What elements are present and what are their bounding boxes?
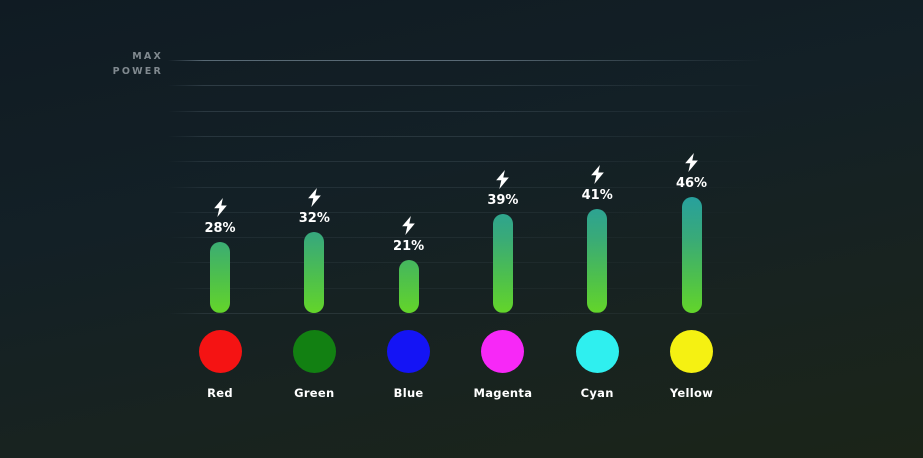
power-bar-cyan bbox=[587, 209, 608, 313]
bar-column-magenta: 39% bbox=[456, 170, 550, 313]
gridline bbox=[168, 110, 764, 112]
color-swatch-cyan[interactable] bbox=[575, 330, 619, 373]
lightning-bolt-icon bbox=[495, 170, 510, 190]
power-bar-magenta bbox=[492, 214, 513, 313]
bar-column-red: 28% bbox=[173, 198, 267, 313]
value-label: 46% bbox=[675, 175, 708, 191]
category-label: Yellow bbox=[669, 386, 714, 400]
gridline bbox=[168, 85, 764, 87]
category-label: Green bbox=[294, 386, 335, 400]
bar-column-cyan: 41% bbox=[550, 165, 644, 313]
value-label: 32% bbox=[298, 211, 330, 226]
bar-column-green: 32% bbox=[267, 188, 361, 313]
max-power-axis-label-line1: MAX bbox=[132, 51, 163, 62]
power-bar-red bbox=[210, 242, 230, 313]
bar-column-yellow: 46% bbox=[645, 152, 739, 313]
category-label: Magenta bbox=[473, 386, 533, 400]
color-swatch-red[interactable] bbox=[198, 330, 242, 373]
lightning-bolt-icon bbox=[684, 152, 699, 172]
max-power-axis-label: MAX POWER bbox=[113, 49, 163, 79]
color-swatch-green[interactable] bbox=[292, 330, 336, 373]
power-bar-green bbox=[304, 232, 325, 313]
color-swatch-yellow[interactable] bbox=[670, 330, 713, 373]
category-label: Blue bbox=[393, 386, 424, 400]
value-label: 21% bbox=[393, 238, 425, 254]
gridline bbox=[168, 135, 764, 137]
lightning-bolt-icon bbox=[590, 165, 605, 185]
color-swatch-magenta[interactable] bbox=[481, 330, 525, 373]
max-power-axis-label-line2: POWER bbox=[112, 66, 163, 77]
power-bar-blue bbox=[398, 259, 419, 313]
lightning-bolt-icon bbox=[307, 188, 322, 207]
bar-column-blue: 21% bbox=[362, 215, 456, 313]
value-label: 28% bbox=[204, 221, 236, 237]
lightning-bolt-icon bbox=[213, 198, 228, 218]
value-label: 39% bbox=[487, 193, 519, 209]
gridline bbox=[168, 313, 764, 314]
category-label: Red bbox=[207, 386, 233, 400]
lightning-bolt-icon bbox=[401, 215, 416, 235]
color-swatch-blue[interactable] bbox=[387, 330, 431, 373]
gridline-max-power bbox=[168, 60, 764, 61]
category-label: Cyan bbox=[580, 386, 614, 400]
value-label: 41% bbox=[581, 188, 613, 204]
power-bar-yellow bbox=[681, 196, 702, 313]
